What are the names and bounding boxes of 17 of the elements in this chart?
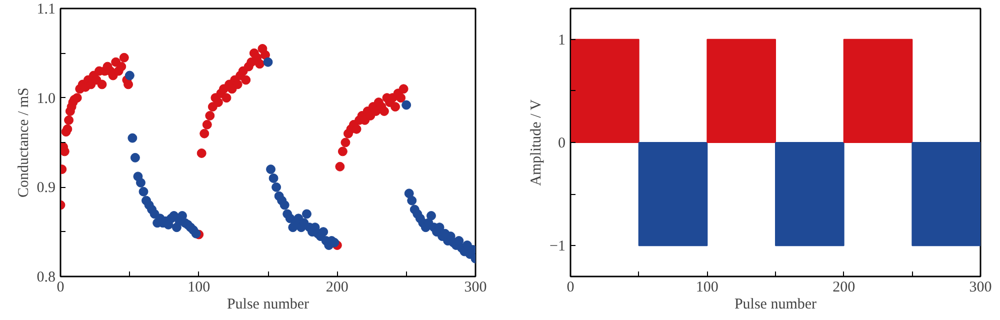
x-tick-label: 300: [464, 280, 487, 296]
x-tick-label: 100: [696, 280, 718, 296]
x-tick-label: 300: [969, 280, 992, 296]
x-tick-label: 200: [326, 280, 348, 296]
y-tick-label: 1.1: [36, 2, 56, 18]
y-tick-label: 0.9: [36, 180, 56, 196]
y-tick-label: 0: [558, 136, 566, 152]
y-tick-label: −1: [550, 238, 566, 255]
y-tick-label: 0.8: [36, 270, 56, 286]
x-axis-title: Pulse number: [226, 296, 310, 312]
x-axis-title: Pulse number: [734, 296, 817, 312]
x-tick-label: 100: [188, 280, 210, 296]
x-tick-label: 200: [832, 280, 856, 296]
y-axis-title: Amplitude / V: [528, 99, 545, 186]
y-axis-title: Conductance / mS: [16, 88, 32, 198]
y-tick-label: 1: [558, 32, 566, 48]
y-tick-label: 1.0: [36, 90, 56, 107]
